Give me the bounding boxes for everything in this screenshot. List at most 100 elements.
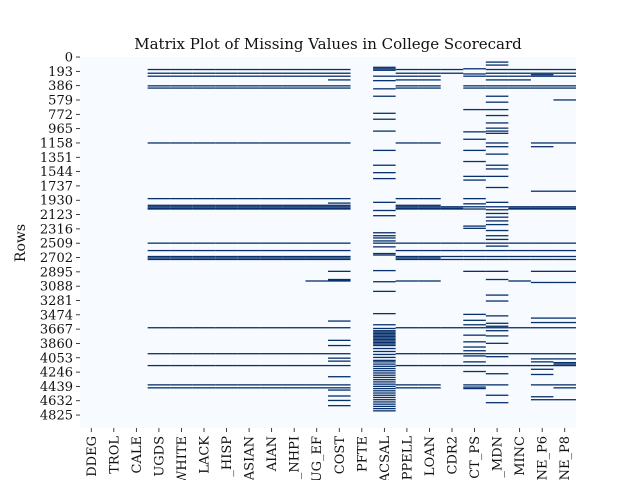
missing-cell-LOAN-0 xyxy=(418,68,441,71)
missing-cell-NE_P8-26 xyxy=(553,387,576,389)
missing-cell-WHITE-15 xyxy=(170,258,193,261)
missing-cell-PPELL-13 xyxy=(395,249,419,252)
missing-cell-LOAN-11 xyxy=(418,208,441,210)
missing-cell-NE_P6-11 xyxy=(530,208,554,210)
missing-cell-UGDS-16 xyxy=(147,327,171,329)
missing-cell-NE_P6-3 xyxy=(530,75,554,77)
missing-cell-WHITE-3 xyxy=(170,85,193,87)
missing-cell-NE_P6-10 xyxy=(530,207,554,209)
missing-cell-ACSAL-27 xyxy=(373,290,396,293)
x-tick-label-CALE: CALE xyxy=(130,436,145,473)
missing-cell-ASIAN-11 xyxy=(237,242,261,244)
missing-cell-PPELL-8 xyxy=(395,204,419,206)
missing-cell-NE_P6-19 xyxy=(530,321,554,324)
missing-cell-UG_EF-8 xyxy=(305,206,328,208)
missing-cell-_HISP-4 xyxy=(215,87,238,89)
missing-cell-ACSAL-6 xyxy=(373,95,396,97)
missing-cell-_HISP-3 xyxy=(215,85,238,87)
missing-cell-LACK-8 xyxy=(192,206,216,208)
missing-cell-NE_P6-13 xyxy=(530,249,554,252)
missing-cell-LACK-11 xyxy=(192,242,216,244)
missing-cell-ACSAL-13 xyxy=(373,177,396,180)
missing-cell-_MDN-55 xyxy=(485,402,509,404)
x-tick-label-WHITE: WHITE xyxy=(175,436,190,480)
missing-cell-COST-1 xyxy=(328,72,351,74)
missing-cell-CT_PS-1 xyxy=(463,73,486,75)
missing-cell-ACSAL-18 xyxy=(373,235,396,237)
y-tick-label-21: 4053 xyxy=(40,351,73,366)
missing-cell-UG_EF-5 xyxy=(305,142,328,144)
missing-cell-_HISP-11 xyxy=(215,242,238,244)
missing-cell-ACSAL-67 xyxy=(373,405,396,408)
missing-cell-COST-34 xyxy=(328,395,351,397)
missing-cell-NE_P6-2 xyxy=(530,74,554,76)
missing-cell-AIAN-8 xyxy=(260,206,283,208)
missing-cell-_MDN-25 xyxy=(485,209,509,211)
missing-cell-PPELL-15 xyxy=(395,257,419,259)
missing-cell-ACSAL-61 xyxy=(373,392,396,394)
missing-cell-WHITE-20 xyxy=(170,387,193,389)
x-tick-label-NE_P8: NE_P8 xyxy=(558,436,573,480)
missing-cell-MINC-9 xyxy=(508,242,531,244)
missing-cell-ACSAL-12 xyxy=(373,172,396,174)
missing-cell-LOAN-10 xyxy=(418,207,441,209)
x-tick-label-LACK: LACK xyxy=(198,436,213,474)
missing-cell-ACSAL-55 xyxy=(373,379,396,381)
missing-cell-COST-19 xyxy=(328,278,351,281)
missing-cell-ACSAL-39 xyxy=(373,341,396,344)
missing-cell-UGDS-3 xyxy=(147,85,171,87)
x-tick-label-MINC: MINC xyxy=(513,436,528,476)
missing-cell-NE_P6-17 xyxy=(530,281,554,284)
missing-cell-_MDN-17 xyxy=(485,146,509,148)
missing-cell-LACK-6 xyxy=(192,197,216,200)
missing-cell-_MDN-35 xyxy=(485,249,509,252)
missing-cell-_NHPI-10 xyxy=(282,208,306,210)
y-tick-label-2: 386 xyxy=(48,79,73,94)
missing-cell-UG_EF-0 xyxy=(305,68,328,71)
missing-cell-UG_EF-14 xyxy=(305,257,328,259)
missing-cell-_HISP-19 xyxy=(215,384,238,386)
missing-cell-COST-31 xyxy=(328,384,351,386)
missing-cell-PPELL-10 xyxy=(395,207,419,209)
missing-cell-COST-26 xyxy=(328,353,351,355)
missing-cell-_HISP-13 xyxy=(215,255,238,258)
missing-cell-_MDN-21 xyxy=(485,175,509,178)
missing-cell-_MDN-16 xyxy=(485,142,509,144)
missing-cell-LOAN-12 xyxy=(418,242,441,244)
missing-cell-CDR2-7 xyxy=(440,255,464,258)
missing-cell-NE_P6-26 xyxy=(530,373,554,376)
missing-cell-ASIAN-5 xyxy=(237,142,261,144)
x-tick-label-_NHPI: _NHPI xyxy=(288,436,303,479)
missing-cell-LOAN-15 xyxy=(418,257,441,259)
missing-cell-NE_P6-14 xyxy=(530,255,554,258)
missing-cell-_NHPI-4 xyxy=(282,87,306,89)
missing-cell-ACSAL-68 xyxy=(373,407,396,410)
missing-cell-CDR2-10 xyxy=(440,353,464,355)
missing-cell-LACK-9 xyxy=(192,207,216,209)
missing-cell-COST-12 xyxy=(328,208,351,210)
x-tick-label-_MDN: _MDN xyxy=(491,436,506,478)
missing-cell-MINC-1 xyxy=(508,72,531,74)
missing-cell-AIAN-18 xyxy=(260,364,283,367)
missing-cell-_NHPI-3 xyxy=(282,85,306,87)
y-tick-label-9: 1737 xyxy=(40,179,73,194)
missing-cells-layer xyxy=(147,61,576,412)
missing-cell-AIAN-11 xyxy=(260,242,283,244)
missing-cell-WHITE-12 xyxy=(170,249,193,252)
missing-cell-_MDN-3 xyxy=(485,72,509,74)
missing-cell-MINC-6 xyxy=(508,206,531,208)
missing-cell-_MDN-29 xyxy=(485,223,509,226)
missing-cell-CT_PS-20 xyxy=(463,255,486,258)
missing-cell-LOAN-4 xyxy=(418,85,441,87)
missing-cell-CDR2-5 xyxy=(440,242,464,244)
missing-cell-ACSAL-64 xyxy=(373,399,396,401)
x-tick-label-AIAN: AIAN xyxy=(265,436,280,472)
missing-cell-UGDS-4 xyxy=(147,87,171,89)
missing-cell-UG_EF-12 xyxy=(305,249,328,252)
missing-cell-WHITE-16 xyxy=(170,327,193,329)
missing-cell-ACSAL-1 xyxy=(373,68,396,70)
missing-cell-NE_P8-27 xyxy=(553,399,576,401)
missing-cell-MINC-13 xyxy=(508,280,531,282)
missing-cell-ACSAL-37 xyxy=(373,338,396,341)
missing-cell-NE_P8-19 xyxy=(553,327,576,329)
